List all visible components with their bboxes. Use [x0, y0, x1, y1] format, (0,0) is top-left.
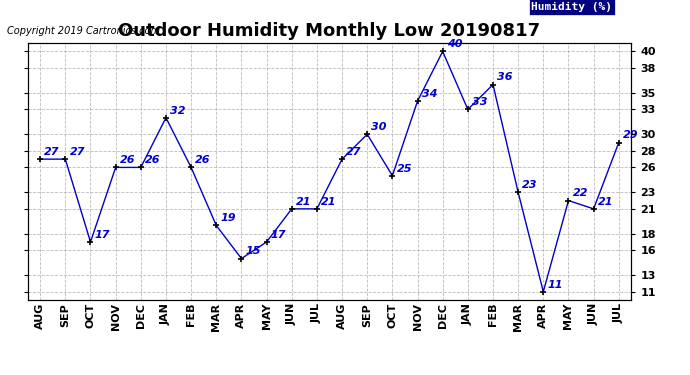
- Text: 21: 21: [321, 196, 337, 207]
- Text: 26: 26: [195, 155, 210, 165]
- Text: 21: 21: [598, 196, 613, 207]
- Text: 21: 21: [296, 196, 311, 207]
- Text: 27: 27: [346, 147, 362, 157]
- Text: 32: 32: [170, 105, 186, 116]
- Title: Outdoor Humidity Monthly Low 20190817: Outdoor Humidity Monthly Low 20190817: [119, 22, 540, 40]
- Text: 36: 36: [497, 72, 513, 82]
- Text: 17: 17: [270, 230, 286, 240]
- Text: 15: 15: [246, 246, 261, 256]
- Text: 22: 22: [573, 188, 588, 198]
- Text: 25: 25: [397, 164, 412, 174]
- Text: 11: 11: [547, 279, 563, 290]
- Text: 19: 19: [220, 213, 236, 223]
- Text: 30: 30: [371, 122, 387, 132]
- Text: Humidity (%): Humidity (%): [531, 2, 612, 12]
- Text: 17: 17: [95, 230, 110, 240]
- Text: 33: 33: [472, 97, 488, 107]
- Text: Copyright 2019 Cartronics.com: Copyright 2019 Cartronics.com: [7, 26, 160, 36]
- Text: 29: 29: [623, 130, 638, 140]
- Text: 23: 23: [522, 180, 538, 190]
- Text: 26: 26: [120, 155, 135, 165]
- Text: 40: 40: [447, 39, 462, 49]
- Text: 34: 34: [422, 89, 437, 99]
- Text: 27: 27: [70, 147, 85, 157]
- Text: 26: 26: [145, 155, 161, 165]
- Text: 27: 27: [44, 147, 60, 157]
